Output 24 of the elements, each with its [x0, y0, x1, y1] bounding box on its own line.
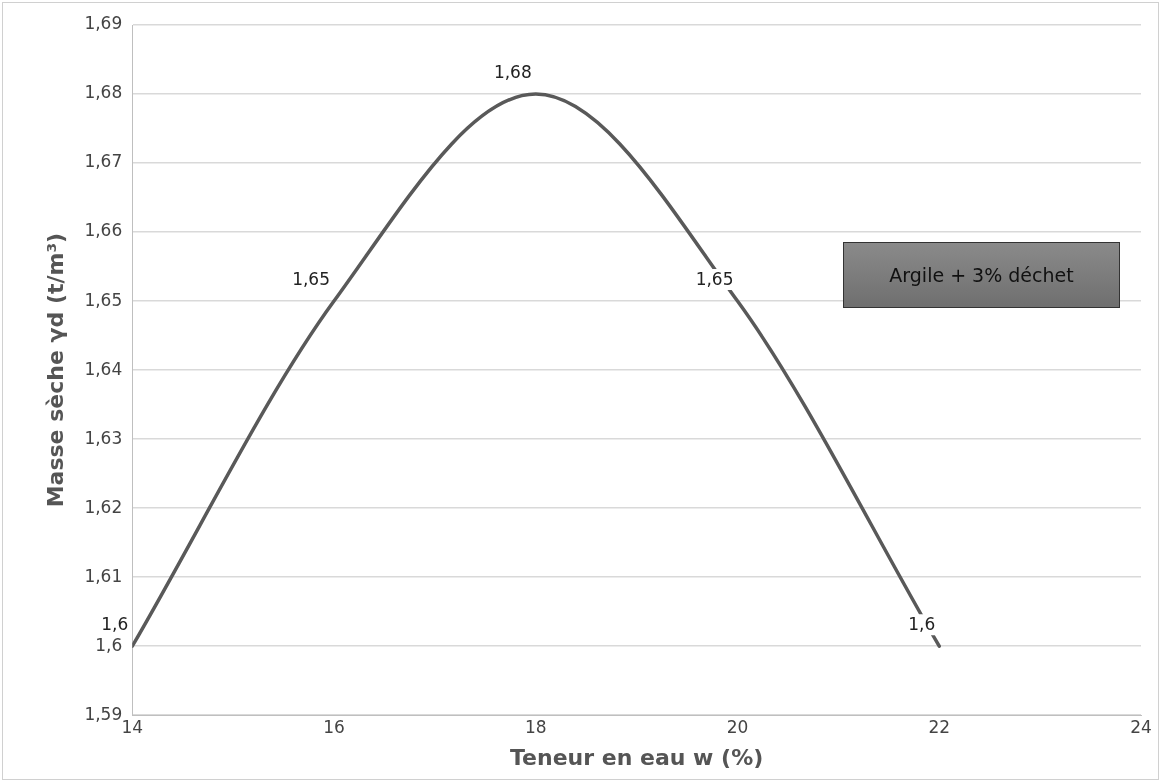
y-axis-title: Masse sèche γd (t/m³): [42, 232, 68, 508]
x-tick-label: 22: [928, 716, 951, 737]
y-tick-label: 1,68: [84, 82, 123, 103]
x-axis-title: Teneur en eau w (%): [510, 744, 764, 770]
y-tick-label: 1,64: [84, 358, 123, 379]
x-tick-label: 14: [121, 716, 144, 737]
data-label: 1,6: [908, 614, 936, 635]
y-tick-label: 1,66: [84, 220, 123, 241]
data-label: 1,65: [695, 269, 734, 289]
y-tick-label: 1,59: [84, 703, 123, 724]
x-tick-label: 24: [1130, 716, 1152, 737]
y-tick-label: 1,63: [84, 427, 123, 448]
y-tick-label: 1,62: [84, 496, 123, 517]
label-box: Argile + 3% déchet: [843, 242, 1120, 308]
y-tick-label: 1,6: [95, 634, 123, 655]
x-tick-label: 16: [323, 716, 345, 737]
y-tick-label: 1,69: [84, 13, 123, 34]
y-tick-label: 1,61: [84, 565, 123, 586]
y-tick-label: 1,65: [84, 289, 123, 310]
data-label: 1,68: [493, 61, 532, 82]
y-tick-label: 1,67: [84, 151, 123, 172]
data-label: 1,65: [292, 269, 331, 289]
x-tick-label: 18: [524, 716, 547, 737]
x-tick-label: 20: [726, 716, 749, 737]
